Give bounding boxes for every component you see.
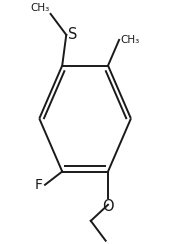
- Text: F: F: [35, 178, 43, 192]
- Text: O: O: [102, 199, 114, 214]
- Text: CH₃: CH₃: [30, 3, 50, 13]
- Text: S: S: [68, 27, 78, 42]
- Text: CH₃: CH₃: [121, 35, 140, 45]
